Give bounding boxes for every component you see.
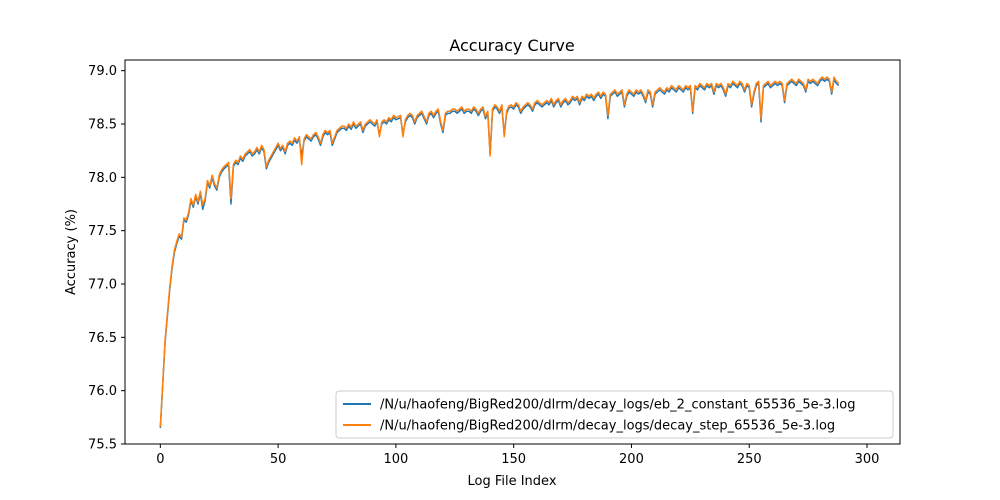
series-line-1 xyxy=(159,78,840,429)
y-tick-label: 75.5 xyxy=(88,438,117,453)
legend-box xyxy=(335,390,894,439)
series-line-2 xyxy=(159,76,840,427)
y-tick-label: 76.5 xyxy=(88,331,117,346)
y-tick-label: 77.0 xyxy=(88,278,117,293)
x-axis-label: Log File Index xyxy=(467,474,556,489)
x-tick-label: 50 xyxy=(270,452,287,467)
x-tick-label: 100 xyxy=(383,452,408,467)
y-tick-label: 78.5 xyxy=(88,118,117,133)
legend: /N/u/haofeng/BigRed200/dlrm/decay_logs/e… xyxy=(335,390,894,439)
plot-area xyxy=(159,76,840,429)
y-tick-label: 76.0 xyxy=(88,384,117,399)
x-axis: 0 50 100 150 200 250 300 xyxy=(156,444,879,467)
y-tick-label: 78.0 xyxy=(88,171,117,186)
x-tick-label: 200 xyxy=(619,452,644,467)
y-axis-label: Accuracy (%) xyxy=(64,209,79,295)
y-tick-label: 79.0 xyxy=(88,64,117,79)
y-tick-label: 77.5 xyxy=(88,224,117,239)
x-tick-label: 250 xyxy=(737,452,762,467)
chart-title: Accuracy Curve xyxy=(449,36,574,55)
y-axis: 75.5 76.0 76.5 77.0 77.5 78.0 78.5 79.0 xyxy=(88,64,125,453)
legend-entry-label: /N/u/haofeng/BigRed200/dlrm/decay_logs/d… xyxy=(380,419,835,434)
axes-frame xyxy=(124,59,901,445)
x-tick-label: 0 xyxy=(156,452,164,467)
legend-entry-label: /N/u/haofeng/BigRed200/dlrm/decay_logs/e… xyxy=(380,398,856,413)
x-tick-label: 150 xyxy=(501,452,526,467)
x-tick-label: 300 xyxy=(855,452,880,467)
